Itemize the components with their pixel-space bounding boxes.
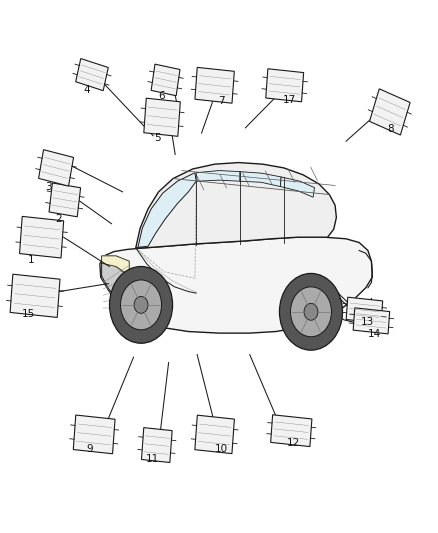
Polygon shape <box>49 183 81 217</box>
Polygon shape <box>240 172 281 187</box>
Polygon shape <box>353 308 390 334</box>
Polygon shape <box>138 173 196 247</box>
Polygon shape <box>144 98 180 136</box>
Polygon shape <box>76 59 108 91</box>
Circle shape <box>134 296 148 313</box>
Polygon shape <box>102 256 129 276</box>
Polygon shape <box>10 274 60 318</box>
Text: 12: 12 <box>287 439 300 448</box>
Text: 6: 6 <box>158 91 165 101</box>
Text: 2: 2 <box>55 214 62 223</box>
Text: 11: 11 <box>146 455 159 464</box>
Polygon shape <box>73 415 115 454</box>
Text: 4: 4 <box>83 85 90 94</box>
Polygon shape <box>20 216 64 258</box>
Polygon shape <box>370 89 410 135</box>
Polygon shape <box>39 150 74 186</box>
Polygon shape <box>346 297 383 323</box>
Polygon shape <box>136 163 336 248</box>
Text: 13: 13 <box>360 318 374 327</box>
Polygon shape <box>195 415 234 454</box>
Polygon shape <box>266 69 304 102</box>
Circle shape <box>290 287 332 337</box>
Polygon shape <box>102 262 129 310</box>
Text: 17: 17 <box>283 95 296 105</box>
Circle shape <box>304 303 318 320</box>
Text: 9: 9 <box>86 444 93 454</box>
Text: 8: 8 <box>387 124 394 134</box>
Polygon shape <box>271 415 312 447</box>
Text: 5: 5 <box>154 133 161 142</box>
Polygon shape <box>196 171 240 181</box>
Text: 14: 14 <box>368 329 381 338</box>
Text: 10: 10 <box>215 444 228 454</box>
Text: 15: 15 <box>22 310 35 319</box>
Text: 1: 1 <box>28 255 35 264</box>
Circle shape <box>279 273 343 350</box>
Polygon shape <box>280 177 314 197</box>
Text: 7: 7 <box>218 96 225 106</box>
Circle shape <box>120 280 162 330</box>
Circle shape <box>110 266 173 343</box>
Text: 3: 3 <box>45 182 52 191</box>
Polygon shape <box>195 67 234 103</box>
Polygon shape <box>100 237 372 333</box>
Polygon shape <box>141 427 172 463</box>
Polygon shape <box>151 64 180 96</box>
